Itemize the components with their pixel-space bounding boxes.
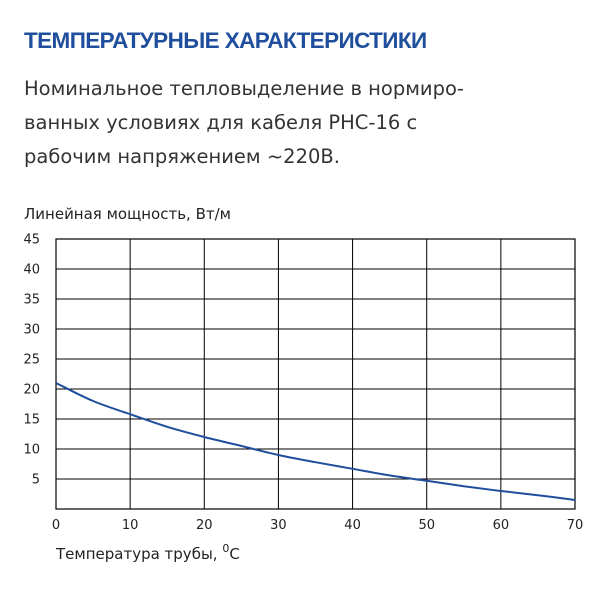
y-tick-label: 25 bbox=[23, 353, 40, 368]
grid bbox=[56, 239, 575, 509]
x-tick-label: 60 bbox=[493, 518, 510, 533]
x-tick-label: 10 bbox=[122, 518, 139, 533]
y-tick-label: 15 bbox=[23, 413, 40, 428]
x-tick-label: 0 bbox=[52, 518, 60, 533]
power-curve-line bbox=[55, 382, 576, 501]
description-line-1: Номинальное тепловыделение в нормиро- bbox=[24, 77, 464, 100]
x-tick-label: 50 bbox=[418, 518, 435, 533]
y-tick-label: 40 bbox=[23, 263, 40, 278]
y-tick-label: 10 bbox=[23, 443, 40, 458]
data-series bbox=[55, 382, 576, 501]
x-axis-title-unit: С bbox=[229, 545, 239, 563]
y-tick-label: 30 bbox=[23, 323, 40, 338]
y-tick-labels: 5 10 15 20 25 30 35 40 45 bbox=[23, 233, 40, 488]
x-tick-label: 20 bbox=[196, 518, 213, 533]
x-tick-labels: 0 10 20 30 40 50 60 70 bbox=[52, 518, 583, 533]
description-text: Номинальное тепловыделение в нормиро- ва… bbox=[24, 72, 584, 174]
page-title: ТЕМПЕРАТУРНЫЕ ХАРАКТЕРИСТИКИ bbox=[24, 28, 427, 53]
y-axis-title: Линейная мощность, Вт/м bbox=[24, 205, 231, 223]
y-tick-label: 5 bbox=[32, 473, 40, 488]
x-tick-label: 30 bbox=[270, 518, 287, 533]
x-tick-label: 70 bbox=[567, 518, 584, 533]
x-axis-title-text: Температура трубы, bbox=[55, 545, 222, 563]
y-tick-label: 45 bbox=[23, 233, 40, 248]
x-tick-label: 40 bbox=[344, 518, 361, 533]
description-line-2: ванных условиях для кабеля РНС-16 с bbox=[24, 111, 418, 134]
x-axis-title-superscript: 0 bbox=[222, 542, 229, 555]
x-axis-title: Температура трубы, 0С bbox=[55, 542, 240, 563]
y-tick-label: 20 bbox=[23, 383, 40, 398]
plot-frame bbox=[55, 238, 576, 510]
description-line-3: рабочим напряжением ~220В. bbox=[24, 145, 340, 168]
y-tick-label: 35 bbox=[23, 293, 40, 308]
